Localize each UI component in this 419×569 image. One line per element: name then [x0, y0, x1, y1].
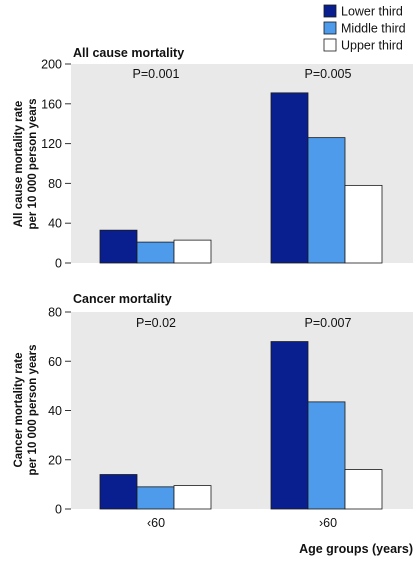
bar-lower-third-1-1 — [99, 229, 138, 264]
y-tick-label: 200 — [41, 58, 62, 72]
p-value-annotation: P=0.02 — [136, 316, 176, 330]
legend-label-middle-third: Middle third — [341, 22, 406, 36]
panel-title-2: Cancer mortality — [73, 292, 172, 306]
y-tick-label: 80 — [48, 177, 62, 191]
p-value-annotation: P=0.001 — [133, 67, 180, 81]
y-tick-label: 160 — [41, 97, 62, 111]
p-value-annotation: P=0.007 — [305, 316, 352, 330]
legend-swatch-middle-third — [323, 21, 337, 35]
y-tick-label: 80 — [48, 306, 62, 320]
y-axis-label-2-line-1: Cancer mortality rate — [13, 352, 25, 467]
bar-middle-third-2-1 — [136, 486, 175, 510]
y-tick-label: 20 — [48, 453, 62, 467]
bar-middle-third-1-2 — [307, 137, 346, 264]
legend-swatch-lower-third — [323, 4, 337, 18]
bar-lower-third-2-1 — [99, 474, 138, 510]
bar-upper-third-2-1 — [173, 485, 212, 510]
bar-upper-third-1-1 — [173, 239, 212, 264]
x-tick-label: ›60 — [319, 516, 337, 530]
bar-middle-third-2-2 — [307, 401, 346, 510]
y-axis-label-1-line-2: per 10 000 person years — [27, 98, 39, 229]
bar-middle-third-1-1 — [136, 241, 175, 264]
p-value-annotation: P=0.005 — [305, 67, 352, 81]
legend-label-upper-third: Upper third — [341, 39, 403, 53]
x-axis-label: Age groups (years) — [299, 542, 413, 556]
y-tick-label: 40 — [48, 404, 62, 418]
legend-swatch-upper-third — [323, 38, 337, 52]
y-tick-label: 120 — [41, 137, 62, 151]
y-axis-label-1-line-1: All cause mortality rate — [13, 101, 25, 228]
panel-title-1: All cause mortality — [73, 46, 184, 60]
x-tick-label: ‹60 — [147, 516, 165, 530]
legend-label-lower-third: Lower third — [341, 5, 403, 19]
y-tick-label: 40 — [48, 217, 62, 231]
bar-lower-third-2-2 — [270, 341, 309, 510]
bar-upper-third-1-2 — [344, 184, 383, 264]
y-tick-label: 60 — [48, 355, 62, 369]
y-tick-label: 0 — [55, 503, 62, 517]
y-tick-label: 0 — [55, 257, 62, 271]
bar-upper-third-2-2 — [344, 469, 383, 510]
y-axis-label-2-line-2: per 10 000 person years — [27, 344, 39, 475]
bar-lower-third-1-2 — [270, 92, 309, 264]
